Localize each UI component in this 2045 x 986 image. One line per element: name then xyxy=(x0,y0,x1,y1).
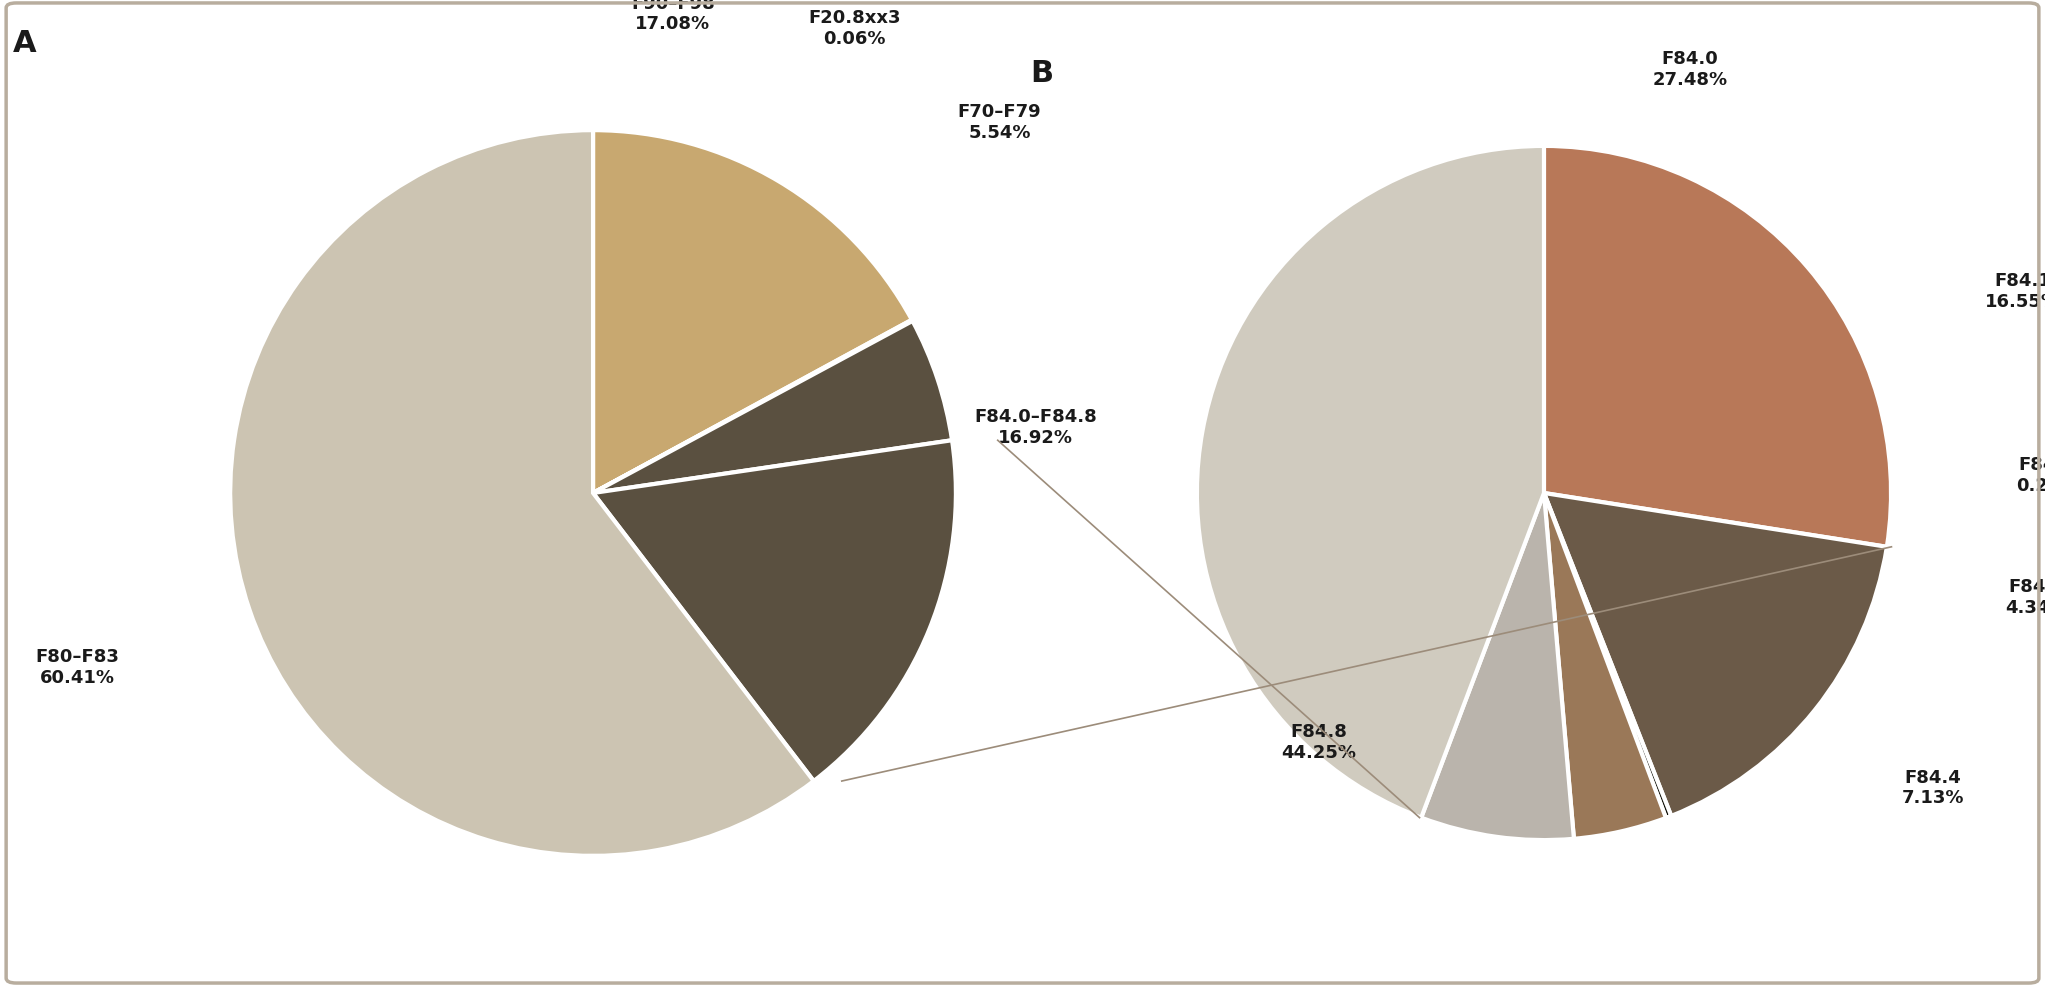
Wedge shape xyxy=(593,319,912,493)
Text: F80–F83
60.41%: F80–F83 60.41% xyxy=(37,648,121,686)
Text: B: B xyxy=(1031,59,1053,88)
Text: F84.2
0.26%: F84.2 0.26% xyxy=(2016,457,2045,495)
Wedge shape xyxy=(1196,146,1544,817)
Wedge shape xyxy=(1544,493,1888,815)
Wedge shape xyxy=(593,321,953,493)
Text: F84.1
16.55%: F84.1 16.55% xyxy=(1986,272,2045,312)
Text: F84.0
27.48%: F84.0 27.48% xyxy=(1652,50,1728,89)
Text: F84.0–F84.8
16.92%: F84.0–F84.8 16.92% xyxy=(973,408,1096,447)
Text: F84.4
7.13%: F84.4 7.13% xyxy=(1902,769,1963,808)
Text: F20.8xx3
0.06%: F20.8xx3 0.06% xyxy=(808,9,900,48)
Text: F70–F79
5.54%: F70–F79 5.54% xyxy=(957,104,1041,142)
Wedge shape xyxy=(1544,146,1892,547)
Text: F90–F98
17.08%: F90–F98 17.08% xyxy=(632,0,716,34)
Wedge shape xyxy=(1544,493,1667,839)
Wedge shape xyxy=(231,130,814,856)
Wedge shape xyxy=(1421,493,1575,840)
Wedge shape xyxy=(593,130,912,493)
Wedge shape xyxy=(593,440,955,781)
Text: F84.8
44.25%: F84.8 44.25% xyxy=(1280,724,1356,762)
Text: A: A xyxy=(12,29,37,57)
Text: F84.3
4.34%: F84.3 4.34% xyxy=(2006,578,2045,616)
Wedge shape xyxy=(1544,493,1671,818)
